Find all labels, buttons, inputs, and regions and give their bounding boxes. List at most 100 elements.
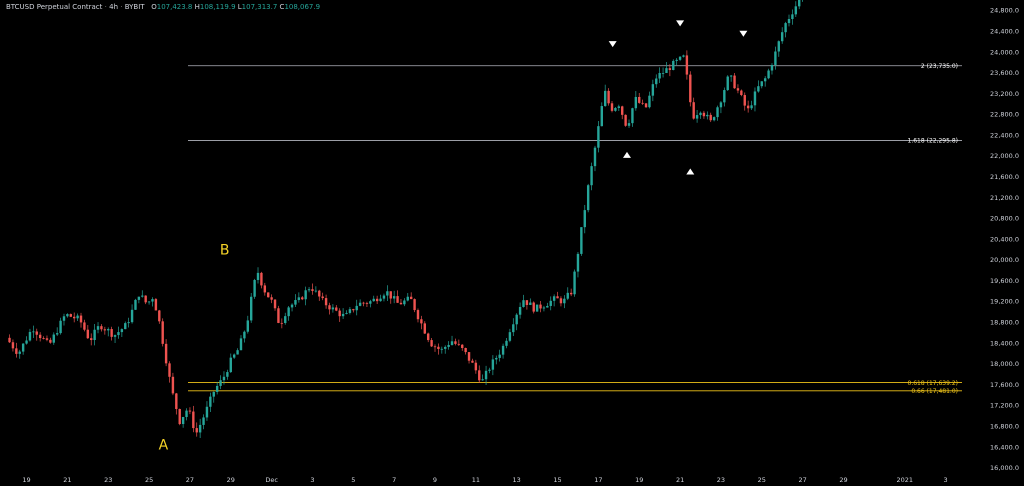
header-separator-2: ·	[120, 3, 123, 11]
candle	[246, 315, 249, 334]
fib-level-label: 2 (23,735.0)	[921, 63, 958, 70]
candle	[678, 56, 682, 62]
candle	[55, 327, 59, 337]
time-tick-label: 15	[553, 476, 561, 484]
candle	[542, 305, 546, 312]
price-tick-label: 22,400.0	[990, 131, 1019, 139]
candle	[386, 285, 389, 301]
candle	[675, 58, 678, 66]
candle	[403, 298, 406, 307]
candle	[198, 418, 202, 438]
candle	[352, 308, 355, 313]
candle	[161, 318, 164, 347]
candle	[239, 335, 243, 351]
candle	[267, 292, 270, 298]
candle	[215, 381, 219, 395]
candle	[444, 345, 447, 354]
candle	[416, 308, 420, 323]
candle	[311, 283, 314, 295]
candle	[668, 64, 672, 77]
price-tick-label: 17,200.0	[990, 402, 1019, 410]
candle	[733, 72, 736, 89]
candle	[219, 375, 222, 390]
candle	[740, 89, 743, 97]
time-tick-label: 25	[758, 476, 766, 484]
time-tick-label: 7	[392, 476, 396, 484]
candle	[763, 76, 767, 87]
candle	[464, 347, 467, 355]
candle	[375, 295, 379, 304]
interval-label[interactable]: 4h	[109, 3, 118, 11]
price-tick-label: 18,000.0	[990, 360, 1019, 368]
fib-level-label: 0.66 (17,481.0)	[911, 388, 958, 395]
candle	[607, 88, 610, 106]
arrow-up-marker-icon	[686, 168, 695, 175]
candle	[379, 294, 382, 302]
candle	[522, 294, 525, 308]
candle	[467, 352, 471, 364]
candle	[621, 105, 624, 120]
candle	[318, 289, 321, 301]
candle	[566, 287, 569, 301]
symbol-name[interactable]: BTCUSD Perpetual Contract	[6, 3, 103, 11]
candle	[736, 84, 740, 94]
candle	[699, 111, 702, 119]
candle	[243, 330, 246, 343]
candle	[11, 339, 15, 352]
candle	[52, 332, 55, 345]
price-tick-label: 20,400.0	[990, 235, 1019, 243]
candle	[290, 303, 294, 312]
candle	[512, 318, 515, 337]
candle	[457, 339, 461, 346]
candle	[631, 107, 634, 127]
candle	[280, 318, 284, 329]
time-tick-label: 21	[63, 476, 71, 484]
candle	[600, 102, 603, 127]
candle	[49, 337, 52, 344]
time-tick-label: 9	[433, 476, 437, 484]
candle	[791, 9, 794, 25]
wave-point-label: A	[159, 438, 169, 454]
candle	[559, 296, 563, 307]
candle	[229, 353, 232, 374]
candle	[21, 343, 25, 355]
candle	[154, 298, 158, 311]
candle	[617, 104, 621, 112]
price-axis[interactable]: 16,000.0 16,400.0 16,800.0 17,200.0 17,600.0…	[990, 7, 1019, 472]
candle	[212, 391, 215, 403]
price-tick-label: 17,600.0	[990, 381, 1019, 389]
candle	[328, 302, 331, 315]
candle	[440, 346, 444, 354]
candle	[716, 105, 719, 121]
candle	[651, 79, 655, 102]
low-value: 107,313.7	[241, 3, 278, 11]
time-tick-label: 23	[717, 476, 725, 484]
candle	[355, 299, 358, 316]
candle	[137, 296, 141, 304]
candle	[556, 291, 559, 299]
candle	[253, 278, 256, 299]
candle	[525, 300, 529, 310]
candle	[552, 294, 556, 307]
candle	[59, 317, 62, 335]
candle	[723, 87, 726, 107]
candle	[28, 328, 32, 342]
arrow-down-marker-icon	[676, 20, 685, 27]
price-tick-label: 18,400.0	[990, 339, 1019, 347]
candle	[396, 290, 399, 303]
candle	[96, 322, 100, 334]
candle	[610, 101, 614, 113]
candle	[117, 326, 120, 339]
close-value: 108,067.9	[284, 3, 321, 11]
price-tick-label: 16,000.0	[990, 464, 1019, 472]
candle	[15, 342, 18, 358]
candle	[580, 227, 583, 256]
points-layer: AB	[159, 243, 230, 454]
candle	[767, 68, 770, 80]
candle	[277, 305, 280, 324]
time-axis[interactable]: 19 21 23 25 27 29 Dec 3 5 7 9 11 13 15 17 19 21 23 25 27 29 2…	[22, 476, 947, 484]
time-tick-label: 13	[513, 476, 521, 484]
time-tick-label: 11	[472, 476, 480, 484]
